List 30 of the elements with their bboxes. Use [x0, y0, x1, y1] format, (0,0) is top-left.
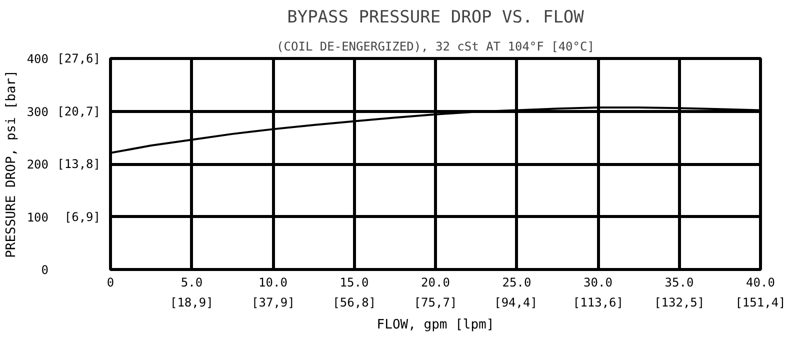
y-tick-label: 100 — [26, 210, 49, 224]
x-tick-label: 20.0 — [421, 276, 450, 290]
x-tick-label: 5.0 — [180, 276, 203, 290]
x2-tick-label: [37,9] — [252, 296, 295, 310]
y2-tick-label: [20,7] — [57, 104, 101, 118]
y2-tick-label: [6,9] — [64, 210, 100, 224]
x2-tick-label: [113,6] — [572, 296, 624, 310]
y-tick-label: 200 — [26, 158, 49, 172]
chart-title: BYPASS PRESSURE DROP VS. FLOW — [287, 8, 585, 28]
x2-tick-label: [75,7] — [414, 296, 458, 310]
x-tick-label: 40.0 — [746, 276, 775, 290]
x-tick-label: 15.0 — [340, 276, 369, 290]
x2-tick-label: [151,4] — [735, 296, 786, 310]
x-tick-label: 25.0 — [502, 276, 532, 290]
x-axis-title: FLOW, gpm [lpm] — [376, 318, 494, 332]
y-axis-title: PRESSURE DROP, psi [bar] — [4, 70, 19, 258]
chart-subtitle: (COIL DE-ENGERGIZED), 32 cSt AT 104°F [40°C] — [276, 40, 594, 54]
y-tick-label: 0 — [41, 263, 49, 277]
y-tick-label: 400 — [26, 52, 49, 66]
y2-tick-label: [27,6] — [57, 52, 101, 66]
y2-tick-label: [13,8] — [57, 157, 101, 171]
x-tick-label: 30.0 — [584, 276, 612, 290]
x2-tick-label: [56,8] — [332, 296, 376, 310]
x-tick-label: 10.0 — [258, 276, 288, 290]
x-tick-label: 0 — [106, 276, 114, 290]
x-tick-label: 35.0 — [664, 276, 694, 290]
x2-tick-label: [94,4] — [494, 296, 538, 310]
x2-tick-label: [132,5] — [654, 296, 705, 310]
x2-tick-label: [18,9] — [170, 296, 214, 310]
y-tick-label: 300 — [26, 104, 49, 119]
